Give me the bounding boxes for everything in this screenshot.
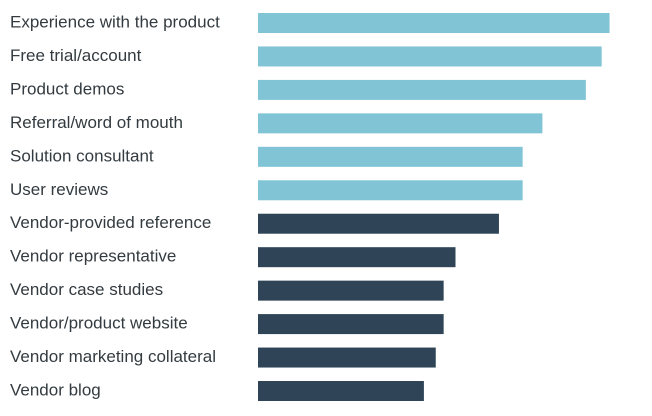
bar-user-reviews (258, 180, 523, 201)
category-label-vendor-representative: Vendor representative (10, 247, 176, 266)
bar-vendor-blog (258, 381, 424, 401)
category-label-solution-consultant: Solution consultant (10, 146, 154, 165)
category-label-experience-with-the-product: Experience with the product (10, 12, 220, 31)
bar-vendor-product-website (258, 314, 444, 335)
category-label-vendor-case-studies: Vendor case studies (10, 280, 163, 299)
bar-vendor-case-studies (258, 280, 444, 301)
category-label-vendor-provided-reference: Vendor-provided reference (10, 213, 211, 232)
category-label-vendor-product-website: Vendor/product website (10, 314, 188, 333)
category-labels: Experience with the product Free trial/ac… (10, 12, 220, 399)
category-label-product-demos: Product demos (10, 79, 124, 98)
category-label-vendor-blog: Vendor blog (10, 380, 101, 399)
bar-referral-word-of-mouth (258, 113, 543, 134)
bar-experience-with-the-product (258, 13, 610, 33)
category-label-free-trial-account: Free trial/account (10, 46, 142, 65)
category-label-user-reviews: User reviews (10, 180, 108, 199)
bar-vendor-provided-reference (258, 213, 499, 234)
category-label-referral-word-of-mouth: Referral/word of mouth (10, 113, 183, 132)
bar-vendor-representative (258, 247, 456, 268)
bar-free-trial-account (258, 46, 602, 67)
bars (258, 13, 610, 401)
bar-vendor-marketing-collateral (258, 347, 436, 368)
bar-solution-consultant (258, 146, 523, 167)
category-label-vendor-marketing-collateral: Vendor marketing collateral (10, 347, 216, 366)
bar-product-demos (258, 79, 586, 100)
